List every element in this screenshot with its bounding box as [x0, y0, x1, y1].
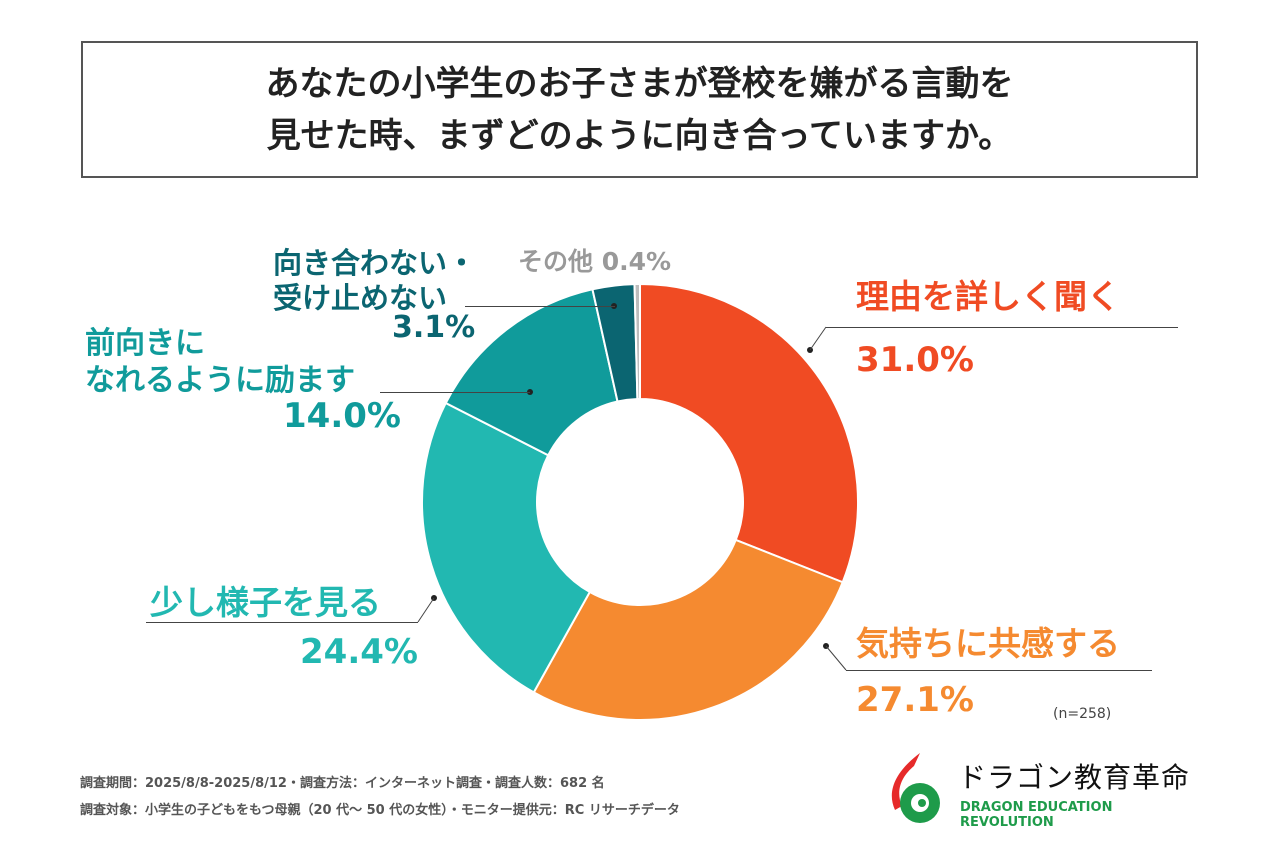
label-empathy: 気持ちに共感する [856, 624, 1120, 663]
label-other-name: その他 [518, 247, 594, 276]
leader-line [146, 622, 418, 623]
label-encourage-1: 前向きに [85, 326, 205, 361]
title-line-1: あなたの小学生のお子さまが登校を嫌がる言動を [265, 63, 1014, 104]
value-label-watch: 24.4% [300, 632, 418, 672]
value-label-encourage: 14.0% [283, 396, 401, 436]
leader-line [809, 326, 827, 351]
logo-english: DRAGON EDUCATION REVOLUTION [960, 800, 1113, 830]
chart-title: あなたの小学生のお子さまが登校を嫌がる言動を 見せた時、まずどのように向き合ってい… [81, 41, 1198, 178]
sample-size-note: (n=258) [1053, 706, 1112, 722]
logo: ドラゴン教育革命 DRAGON EDUCATION REVOLUTION [880, 748, 1210, 830]
leader-line [380, 392, 530, 393]
value-label-ignore: 3.1% [392, 310, 476, 345]
label-reason: 理由を詳しく聞く [856, 277, 1120, 316]
label-ignore-1: 向き合わない・ [273, 246, 477, 280]
label-watch: 少し様子を見る [150, 583, 381, 622]
footer-survey-period: 調査期間：2025/8/8-2025/8/12・調査方法：インターネット調査・調… [80, 776, 605, 791]
leader-line [417, 597, 435, 623]
logo-japanese: ドラゴン教育革命 [958, 761, 1191, 794]
value-label-other: 0.4% [601, 247, 672, 276]
donut-slice-2 [421, 401, 592, 694]
label-ignore-2: 受け止めない [273, 281, 448, 315]
donut-slice-0 [639, 282, 859, 584]
leader-line [826, 327, 1178, 328]
donut-slice-3 [444, 288, 619, 457]
donut-slice-1 [532, 538, 844, 721]
leader-line [825, 645, 847, 671]
leader-line [846, 670, 1152, 671]
leader-dot [527, 389, 533, 395]
donut-slice-5 [633, 282, 641, 401]
label-other: その他 0.4% [518, 242, 671, 278]
title-line-2: 見せた時、まずどのように向き合っていますか。 [266, 115, 1013, 156]
label-encourage-2: なれるように励ます [85, 363, 355, 398]
value-label-empathy: 27.1% [856, 680, 974, 720]
dragon-logo-icon [891, 753, 940, 823]
leader-line [465, 306, 615, 307]
footer-survey-target: 調査対象：小学生の子どもをもつ母親（20 代～ 50 代の女性）・モニター提供元… [80, 803, 680, 818]
value-label-reason: 31.0% [856, 340, 974, 380]
